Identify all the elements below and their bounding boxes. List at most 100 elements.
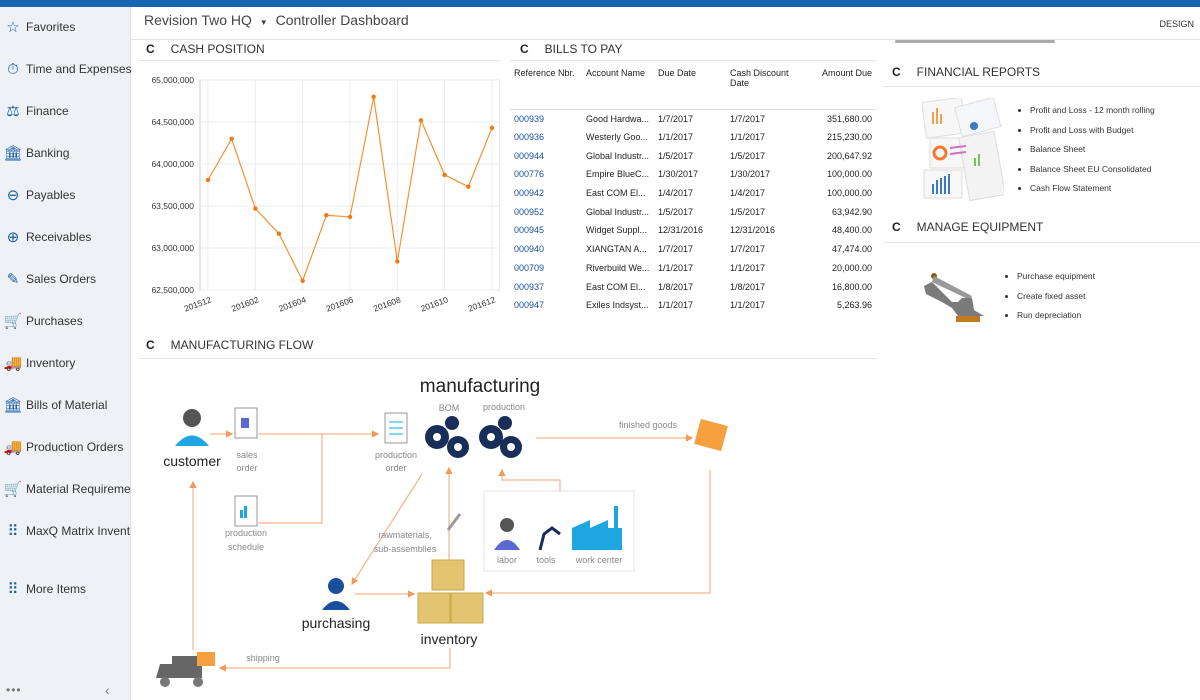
table-row[interactable]: 000936 Westerly Goo... 1/1/2017 1/1/2017 215… xyxy=(510,128,876,147)
table-cell: 1/1/2017 xyxy=(658,300,694,311)
report-link[interactable]: Purchase equipment xyxy=(1017,271,1095,291)
refresh-icon[interactable]: C xyxy=(892,65,901,79)
reference-link[interactable]: 000945 xyxy=(514,225,545,236)
sidebar-item-favorites[interactable]: ☆ Favorites xyxy=(0,12,131,42)
sidebar-icon: ⊖ xyxy=(6,187,20,204)
table-row[interactable]: 000937 East COM El... 1/8/2017 1/8/2017 16,8… xyxy=(510,277,876,296)
data-point[interactable] xyxy=(276,231,282,236)
sidebar-item-maxq-matrix-invent[interactable]: ⠿ MaxQ Matrix Invent... xyxy=(0,516,132,546)
column-header[interactable]: Reference Nbr. xyxy=(510,66,582,110)
data-point[interactable] xyxy=(253,206,258,211)
sidebar-item-label: Receivables xyxy=(26,230,92,244)
sidebar-icon: 🏛 xyxy=(3,397,23,414)
report-link[interactable]: Balance Sheet xyxy=(1030,144,1155,164)
table-cell: 12/31/2016 xyxy=(658,225,704,236)
refresh-icon[interactable]: C xyxy=(520,42,529,56)
table-row[interactable]: 000939 Good Hardwa... 1/7/2017 1/7/2017 351,… xyxy=(510,109,876,128)
sidebar-item-payables[interactable]: ⊖ Payables xyxy=(0,180,131,210)
data-point[interactable] xyxy=(324,213,329,218)
reference-link[interactable]: 000944 xyxy=(514,150,545,161)
production-label: production xyxy=(483,402,525,412)
column-header[interactable]: Account Name xyxy=(582,66,654,110)
data-point[interactable] xyxy=(466,184,471,189)
y-tick-label: 64,500,000 xyxy=(151,117,194,127)
reference-link[interactable]: 000776 xyxy=(514,169,545,180)
caret-down-icon[interactable]: ▼ xyxy=(259,18,268,27)
more-options-icon[interactable]: ••• xyxy=(6,683,22,697)
report-link[interactable]: Create fixed asset xyxy=(1017,291,1095,311)
table-row[interactable]: 000945 Widget Suppl... 12/31/2016 12/31/201… xyxy=(510,221,876,240)
table-row[interactable]: 000776 Empire BlueC... 1/30/2017 1/30/2017 1… xyxy=(510,165,876,184)
resources-box xyxy=(483,490,635,572)
column-header[interactable]: Amount Due xyxy=(806,66,876,110)
table-cell: 100,000.00 xyxy=(826,188,872,199)
column-header[interactable]: Due Date xyxy=(654,66,726,110)
column-header[interactable]: Cash Discount Date xyxy=(726,66,806,110)
horizontal-scrollbar[interactable] xyxy=(895,40,1055,43)
data-point[interactable] xyxy=(395,259,400,264)
data-point[interactable] xyxy=(371,94,376,100)
reference-link[interactable]: 000947 xyxy=(514,300,545,311)
data-point[interactable] xyxy=(229,136,234,141)
refresh-icon[interactable]: C xyxy=(146,42,155,56)
sidebar-item-inventory[interactable]: 🚚 Inventory xyxy=(0,348,131,378)
work-center-label: work center xyxy=(575,555,623,565)
reference-link[interactable]: 000939 xyxy=(514,113,545,124)
sidebar-icon: ✎ xyxy=(6,271,20,288)
sidebar-item-purchases[interactable]: 🛒 Purchases xyxy=(0,306,131,336)
data-point[interactable] xyxy=(489,125,495,131)
sidebar-item-banking[interactable]: 🏛 Banking xyxy=(0,138,131,168)
report-link[interactable]: Profit and Loss with Budget xyxy=(1030,125,1155,145)
labor-icon xyxy=(494,518,520,550)
reference-link[interactable]: 000952 xyxy=(514,206,545,217)
sidebar-item-finance[interactable]: ⚖ Finance xyxy=(0,96,131,126)
sidebar-item-production-orders[interactable]: 🚚 Production Orders xyxy=(0,432,131,462)
report-link[interactable]: Balance Sheet EU Consolidated xyxy=(1030,164,1155,184)
data-point[interactable] xyxy=(300,278,305,283)
data-point[interactable] xyxy=(347,214,353,220)
table-row[interactable]: 000952 Global Industr... 1/5/2017 1/5/2017 6… xyxy=(510,202,876,221)
reference-link[interactable]: 000940 xyxy=(514,244,545,255)
table-row[interactable]: 000944 Global Industr... 1/5/2017 1/5/2017 2… xyxy=(510,146,876,165)
reference-link[interactable]: 000936 xyxy=(514,132,545,143)
sidebar-item-receivables[interactable]: ⊕ Receivables xyxy=(0,222,131,252)
data-point[interactable] xyxy=(442,172,447,178)
table-row[interactable]: 000947 Exiles Indsyst... 1/1/2017 1/1/2017 5… xyxy=(510,296,876,315)
sidebar-icon: 🚚 xyxy=(3,439,23,456)
sidebar-item-material-requireme[interactable]: 🛒 Material Requireme... xyxy=(0,474,131,504)
table-row[interactable]: 000709 Riverbuild We... 1/1/2017 1/1/2017 20… xyxy=(510,259,876,278)
production-schedule-icon xyxy=(234,495,258,527)
sidebar-icon: ⏱ xyxy=(7,60,19,78)
sidebar-item-label: Purchases xyxy=(26,314,83,328)
reference-link[interactable]: 000709 xyxy=(514,262,545,273)
refresh-icon[interactable]: C xyxy=(146,338,155,352)
report-link[interactable]: Cash Flow Statement xyxy=(1030,183,1155,203)
report-link[interactable]: Profit and Loss - 12 month rolling xyxy=(1030,105,1155,125)
table-cell: Widget Suppl... xyxy=(586,225,648,236)
data-point[interactable] xyxy=(418,118,424,123)
table-cell: 215,230.00 xyxy=(826,132,872,143)
reference-link[interactable]: 000937 xyxy=(514,281,545,292)
sidebar-item-sales-orders[interactable]: ✎ Sales Orders xyxy=(0,264,131,294)
reference-link[interactable]: 000942 xyxy=(514,188,545,199)
company-selector[interactable]: Revision Two HQ xyxy=(144,12,252,28)
sidebar-item-label: MaxQ Matrix Invent... xyxy=(26,524,131,538)
manufacturing-flow-header: C MANUFACTURING FLOW xyxy=(146,338,313,352)
sidebar-item-more-items[interactable]: ⠿ More Items xyxy=(0,574,131,604)
table-cell: Global Industr... xyxy=(586,206,650,217)
design-button[interactable]: DESIGN xyxy=(1159,19,1194,29)
data-point[interactable] xyxy=(205,177,211,183)
table-row[interactable]: 000942 East COM El... 1/4/2017 1/4/2017 100,… xyxy=(510,184,876,203)
refresh-icon[interactable]: C xyxy=(892,220,901,234)
customer-label: customer xyxy=(163,453,221,469)
sidebar-icon: ⠿ xyxy=(7,523,19,540)
table-row[interactable]: 000940 XIANGTAN A... 1/7/2017 1/7/2017 47,47… xyxy=(510,240,876,259)
report-link[interactable]: Run depreciation xyxy=(1017,310,1095,330)
shipping-label: shipping xyxy=(246,653,280,663)
sidebar-item-bills-of-material[interactable]: 🏛 Bills of Material xyxy=(0,390,131,420)
sidebar-item-time-and-expenses[interactable]: ⏱ Time and Expenses xyxy=(0,54,131,84)
collapse-sidebar-icon[interactable]: ‹ xyxy=(105,682,110,698)
table-cell: 1/1/2017 xyxy=(658,262,694,273)
production-schedule-label: schedule xyxy=(228,542,264,552)
cash-position-chart: 62,500,000 63,000,000 63,500,000 64,000,000… xyxy=(151,75,500,314)
